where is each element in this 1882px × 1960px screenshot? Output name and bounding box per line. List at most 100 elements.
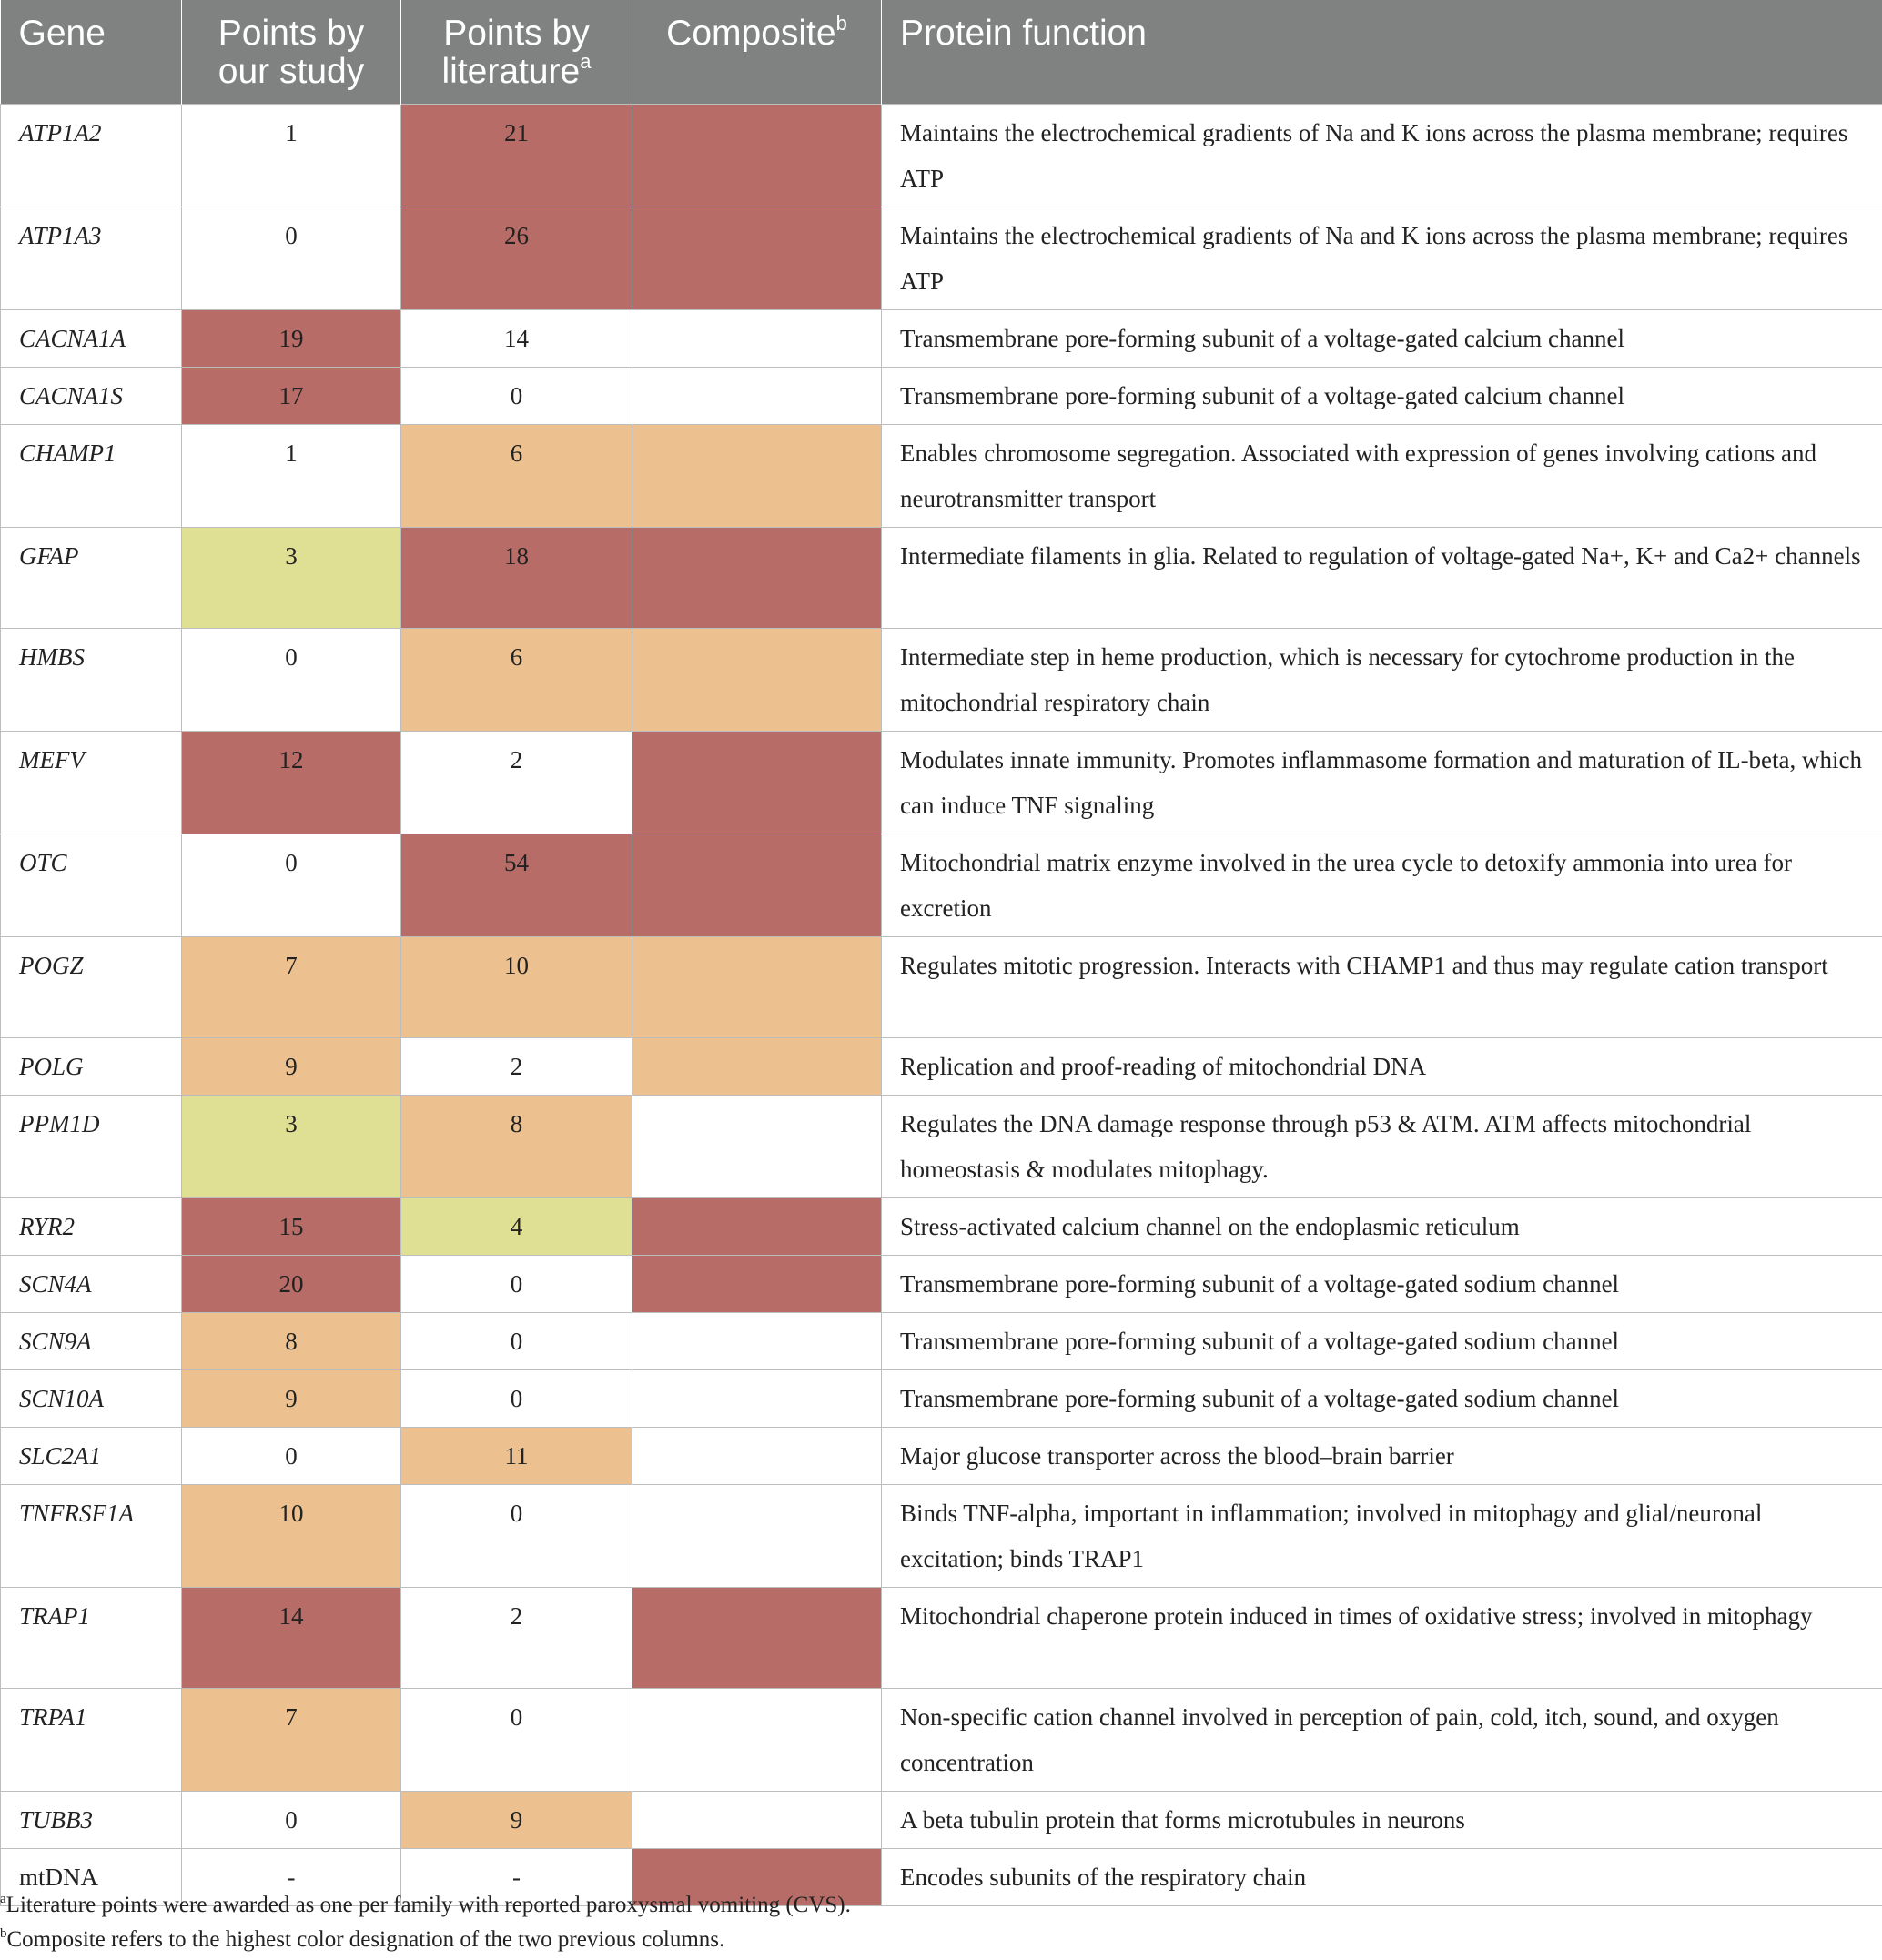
table-row: CACNA1S 17 0 Transmembrane pore-forming … xyxy=(0,366,1882,425)
literature-points-cell: 10 xyxy=(400,935,632,1038)
our-points-cell: - xyxy=(181,1847,401,1906)
table-row: HMBS 0 6 Intermediate step in heme produ… xyxy=(0,627,1882,732)
gene-cell: CACNA1A xyxy=(0,308,182,368)
composite-cell xyxy=(632,103,882,207)
gene-cell: ATP1A3 xyxy=(0,206,182,310)
our-points-cell: 1 xyxy=(181,103,401,207)
table-row: POGZ 7 10 Regulates mitotic progression.… xyxy=(0,935,1882,1038)
table-row: TUBB3 0 9 A beta tubulin protein that fo… xyxy=(0,1790,1882,1849)
literature-points-cell: 18 xyxy=(400,526,632,629)
composite-cell xyxy=(632,1586,882,1689)
literature-points-cell: 0 xyxy=(400,1687,632,1792)
function-cell: Encodes subunits of the respiratory chai… xyxy=(881,1847,1882,1906)
table-row: OTC 0 54 Mitochondrial matrix enzyme inv… xyxy=(0,833,1882,937)
footnote-b: bComposite refers to the highest color d… xyxy=(0,1926,725,1953)
function-cell: Enables chromosome segregation. Associat… xyxy=(881,423,1882,528)
table-row: SCN4A 20 0 Transmembrane pore-forming su… xyxy=(0,1254,1882,1313)
literature-points-cell: 2 xyxy=(400,730,632,834)
our-points-cell: 1 xyxy=(181,423,401,528)
literature-points-cell: 2 xyxy=(400,1586,632,1689)
table-row: ATP1A3 0 26 Maintains the electrochemica… xyxy=(0,206,1882,310)
composite-cell xyxy=(632,1311,882,1370)
literature-points-cell: 0 xyxy=(400,1483,632,1588)
table-row: RYR2 15 4 Stress-activated calcium chann… xyxy=(0,1197,1882,1256)
header-composite: Compositeb xyxy=(632,0,882,104)
function-cell: Intermediate filaments in glia. Related … xyxy=(881,526,1882,629)
gene-cell: CHAMP1 xyxy=(0,423,182,528)
gene-cell: SLC2A1 xyxy=(0,1426,182,1485)
function-cell: Mitochondrial chaperone protein induced … xyxy=(881,1586,1882,1689)
composite-cell xyxy=(632,526,882,629)
our-points-cell: 8 xyxy=(181,1311,401,1370)
our-points-cell: 0 xyxy=(181,1426,401,1485)
table-row: SCN9A 8 0 Transmembrane pore-forming sub… xyxy=(0,1311,1882,1370)
composite-cell xyxy=(632,1094,882,1198)
composite-cell xyxy=(632,1847,882,1906)
gene-cell: OTC xyxy=(0,833,182,937)
our-points-cell: 14 xyxy=(181,1586,401,1689)
gene-cell: POGZ xyxy=(0,935,182,1038)
function-cell: Maintains the electrochemical gradients … xyxy=(881,206,1882,310)
table-row: MEFV 12 2 Modulates innate immunity. Pro… xyxy=(0,730,1882,834)
function-cell: Modulates innate immunity. Promotes infl… xyxy=(881,730,1882,834)
our-points-cell: 10 xyxy=(181,1483,401,1588)
gene-cell: SCN4A xyxy=(0,1254,182,1313)
function-cell: Mitochondrial matrix enzyme involved in … xyxy=(881,833,1882,937)
function-cell: Transmembrane pore-forming subunit of a … xyxy=(881,366,1882,425)
composite-cell xyxy=(632,1036,882,1096)
header-protein-function: Protein function xyxy=(881,0,1882,104)
gene-cell: CACNA1S xyxy=(0,366,182,425)
function-cell: Binds TNF-alpha, important in inflammati… xyxy=(881,1483,1882,1588)
literature-points-cell: 26 xyxy=(400,206,632,310)
function-cell: Regulates the DNA damage response throug… xyxy=(881,1094,1882,1198)
function-cell: Transmembrane pore-forming subunit of a … xyxy=(881,308,1882,368)
our-points-cell: 9 xyxy=(181,1036,401,1096)
gene-cell: SCN9A xyxy=(0,1311,182,1370)
function-cell: Transmembrane pore-forming subunit of a … xyxy=(881,1311,1882,1370)
gene-cell: TRPA1 xyxy=(0,1687,182,1792)
composite-cell xyxy=(632,1254,882,1313)
table-row: ATP1A2 1 21 Maintains the electrochemica… xyxy=(0,103,1882,207)
gene-points-table: Gene Points by our study Points by literat… xyxy=(0,0,1882,1906)
literature-points-cell: 2 xyxy=(400,1036,632,1096)
literature-points-cell: 6 xyxy=(400,627,632,732)
literature-points-cell: 0 xyxy=(400,366,632,425)
literature-points-cell: 0 xyxy=(400,1254,632,1313)
function-cell: A beta tubulin protein that forms microt… xyxy=(881,1790,1882,1849)
composite-cell xyxy=(632,1483,882,1588)
table-row: PPM1D 3 8 Regulates the DNA damage respo… xyxy=(0,1094,1882,1198)
literature-points-cell: 0 xyxy=(400,1311,632,1370)
literature-points-cell: 54 xyxy=(400,833,632,937)
our-points-cell: 7 xyxy=(181,1687,401,1792)
composite-cell xyxy=(632,206,882,310)
our-points-cell: 7 xyxy=(181,935,401,1038)
footnote-a: aLiterature points were awarded as one p… xyxy=(0,1892,851,1918)
header-points-literature: Points by literaturea xyxy=(400,0,632,104)
literature-points-cell: 4 xyxy=(400,1197,632,1256)
table-row: GFAP 3 18 Intermediate filaments in glia… xyxy=(0,526,1882,629)
our-points-cell: 3 xyxy=(181,526,401,629)
literature-points-cell: 8 xyxy=(400,1094,632,1198)
composite-cell xyxy=(632,1790,882,1849)
table-row: SLC2A1 0 11 Major glucose transporter ac… xyxy=(0,1426,1882,1485)
our-points-cell: 0 xyxy=(181,833,401,937)
table-row: CHAMP1 1 6 Enables chromosome segregatio… xyxy=(0,423,1882,528)
composite-cell xyxy=(632,730,882,834)
table-row: mtDNA - - Encodes subunits of the respir… xyxy=(0,1847,1882,1906)
function-cell: Regulates mitotic progression. Interacts… xyxy=(881,935,1882,1038)
composite-cell xyxy=(632,833,882,937)
our-points-cell: 19 xyxy=(181,308,401,368)
table-row: TNFRSF1A 10 0 Binds TNF-alpha, important… xyxy=(0,1483,1882,1588)
gene-cell: RYR2 xyxy=(0,1197,182,1256)
function-cell: Stress-activated calcium channel on the … xyxy=(881,1197,1882,1256)
header-gene: Gene xyxy=(0,0,182,104)
gene-cell: TRAP1 xyxy=(0,1586,182,1689)
function-cell: Major glucose transporter across the blo… xyxy=(881,1426,1882,1485)
gene-cell: mtDNA xyxy=(0,1847,182,1906)
table-row: CACNA1A 19 14 Transmembrane pore-forming… xyxy=(0,308,1882,368)
table-row: TRPA1 7 0 Non-specific cation channel in… xyxy=(0,1687,1882,1792)
our-points-cell: 12 xyxy=(181,730,401,834)
composite-cell xyxy=(632,366,882,425)
our-points-cell: 0 xyxy=(181,206,401,310)
our-points-cell: 3 xyxy=(181,1094,401,1198)
